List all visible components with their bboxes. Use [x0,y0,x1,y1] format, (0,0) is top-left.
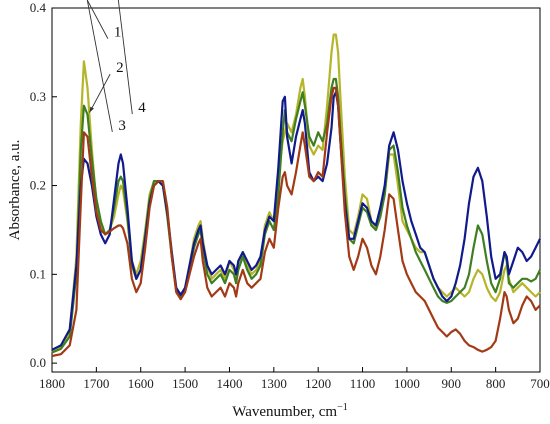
series-line-3 [51,91,541,351]
x-tick-label: 800 [486,376,506,391]
callout-leader-3 [86,0,113,132]
x-tick-label: 1300 [261,376,287,391]
x-tick-label: 1700 [83,376,109,391]
callout-leader-2 [89,73,111,113]
callout-label-3: 3 [118,118,126,134]
callouts: 1 2 34 [86,0,146,134]
y-tick-label: 0.2 [30,178,46,193]
callout-label-2: 2 [116,60,124,76]
x-tick-label: 1500 [172,376,198,391]
callout-leader-1 [86,0,109,39]
x-tick-label: 1800 [39,376,65,391]
plot-frame [51,7,541,373]
x-tick-label: 1200 [305,376,331,391]
x-tick-label: 1000 [394,376,420,391]
callout-label-4: 4 [138,100,146,116]
callout-label-1: 1 [114,25,122,41]
y-tick-label: 0.1 [30,266,46,281]
x-axis-title: Wavenumber, cm−1 [232,402,347,420]
plot-area-border [51,7,541,373]
x-tick-label: 700 [530,376,550,391]
callout-leader-4 [117,0,133,115]
series-lines [51,33,541,358]
x-axis-title-unit-exponent: −1 [337,402,348,413]
y-axis-title: Absorbance, a.u. [7,140,23,241]
y-tick-label: 0.4 [30,0,47,15]
x-axis-title-text: Wavenumber, cm [232,404,337,420]
y-axis-ticks: 0.0 0.1 0.2 0.3 0.4 [30,0,57,370]
x-tick-label: 1600 [128,376,154,391]
x-axis-ticks: 1800 1700 1600 1500 1400 1300 1200 1100 1000 900 8… [39,367,550,391]
x-tick-label: 1100 [350,376,376,391]
y-tick-label: 0.3 [30,89,46,104]
series-line-4 [51,86,541,358]
x-tick-label: 900 [442,376,462,391]
x-tick-label: 1400 [216,376,242,391]
callout-arrowhead-2 [89,106,94,113]
y-tick-label: 0.0 [30,355,46,370]
